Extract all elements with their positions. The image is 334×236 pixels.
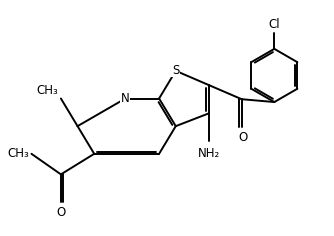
- Text: CH₃: CH₃: [7, 147, 29, 160]
- Text: N: N: [121, 92, 130, 105]
- Text: NH₂: NH₂: [198, 148, 220, 160]
- Text: CH₃: CH₃: [36, 84, 58, 97]
- Text: Cl: Cl: [269, 18, 280, 31]
- Text: O: O: [56, 206, 65, 219]
- Text: O: O: [239, 131, 248, 144]
- Text: S: S: [172, 64, 179, 77]
